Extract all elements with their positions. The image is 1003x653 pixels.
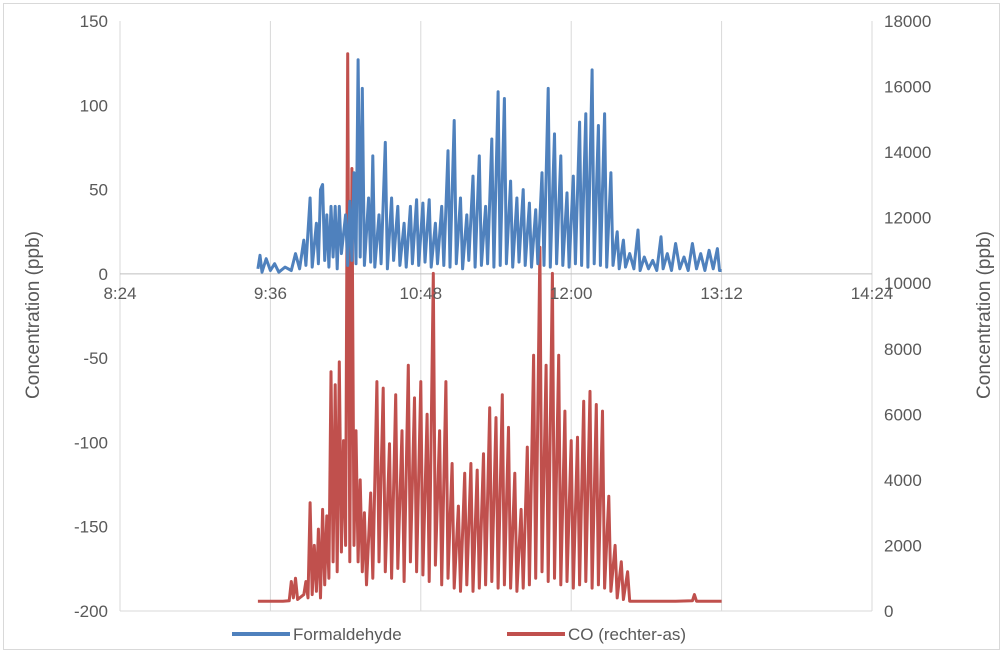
right-y-tick-label: 16000	[884, 78, 931, 97]
chart-area	[3, 3, 1000, 650]
right-axis-title: Concentration (ppb)	[974, 231, 995, 399]
x-tick-label: 13:12	[700, 284, 743, 303]
grid-lines	[119, 21, 873, 612]
x-axis-tick-labels: 8:24 9:36 10:48 12:00 13:12 14:24	[103, 284, 893, 303]
x-tick-label: 10:48	[400, 284, 443, 303]
right-y-axis: 18000 16000 14000 12000 10000 8000 6000 4000 200…	[884, 12, 931, 621]
right-y-tick-label: 0	[884, 602, 893, 621]
right-y-tick-label: 6000	[884, 405, 922, 424]
right-y-tick-label: 8000	[884, 340, 922, 359]
left-y-tick-label: -100	[74, 433, 108, 452]
left-y-tick-label: 0	[99, 265, 108, 284]
right-y-tick-label: 14000	[884, 143, 931, 162]
x-tick-label: 12:00	[550, 284, 593, 303]
series-line-formaldehyde	[256, 58, 722, 274]
left-y-tick-label: 50	[89, 181, 108, 200]
left-y-axis: 150 100 50 0 -50 -100 -150 -200	[74, 12, 108, 621]
legend: Formaldehyde CO (rechter-as)	[232, 625, 686, 644]
right-y-tick-label: 12000	[884, 209, 931, 228]
series-formaldehyde	[256, 58, 722, 274]
x-tick-label: 8:24	[103, 284, 136, 303]
legend-label-formaldehyde: Formaldehyde	[293, 625, 402, 644]
left-y-tick-label: 100	[80, 96, 108, 115]
series-co	[257, 52, 722, 603]
right-y-tick-label: 18000	[884, 12, 931, 31]
x-tick-label: 9:36	[254, 284, 287, 303]
left-axis-title: Concentration (ppb)	[23, 231, 44, 399]
x-tick-label: 14:24	[851, 284, 894, 303]
right-y-tick-label: 10000	[884, 274, 931, 293]
series-line-co	[257, 52, 722, 603]
left-y-tick-label: -50	[83, 349, 108, 368]
legend-label-co: CO (rechter-as)	[568, 625, 686, 644]
left-y-tick-label: -150	[74, 518, 108, 537]
left-y-tick-label: -200	[74, 602, 108, 621]
left-y-tick-label: 150	[80, 12, 108, 31]
right-y-tick-label: 4000	[884, 471, 922, 490]
right-y-tick-label: 2000	[884, 536, 922, 555]
